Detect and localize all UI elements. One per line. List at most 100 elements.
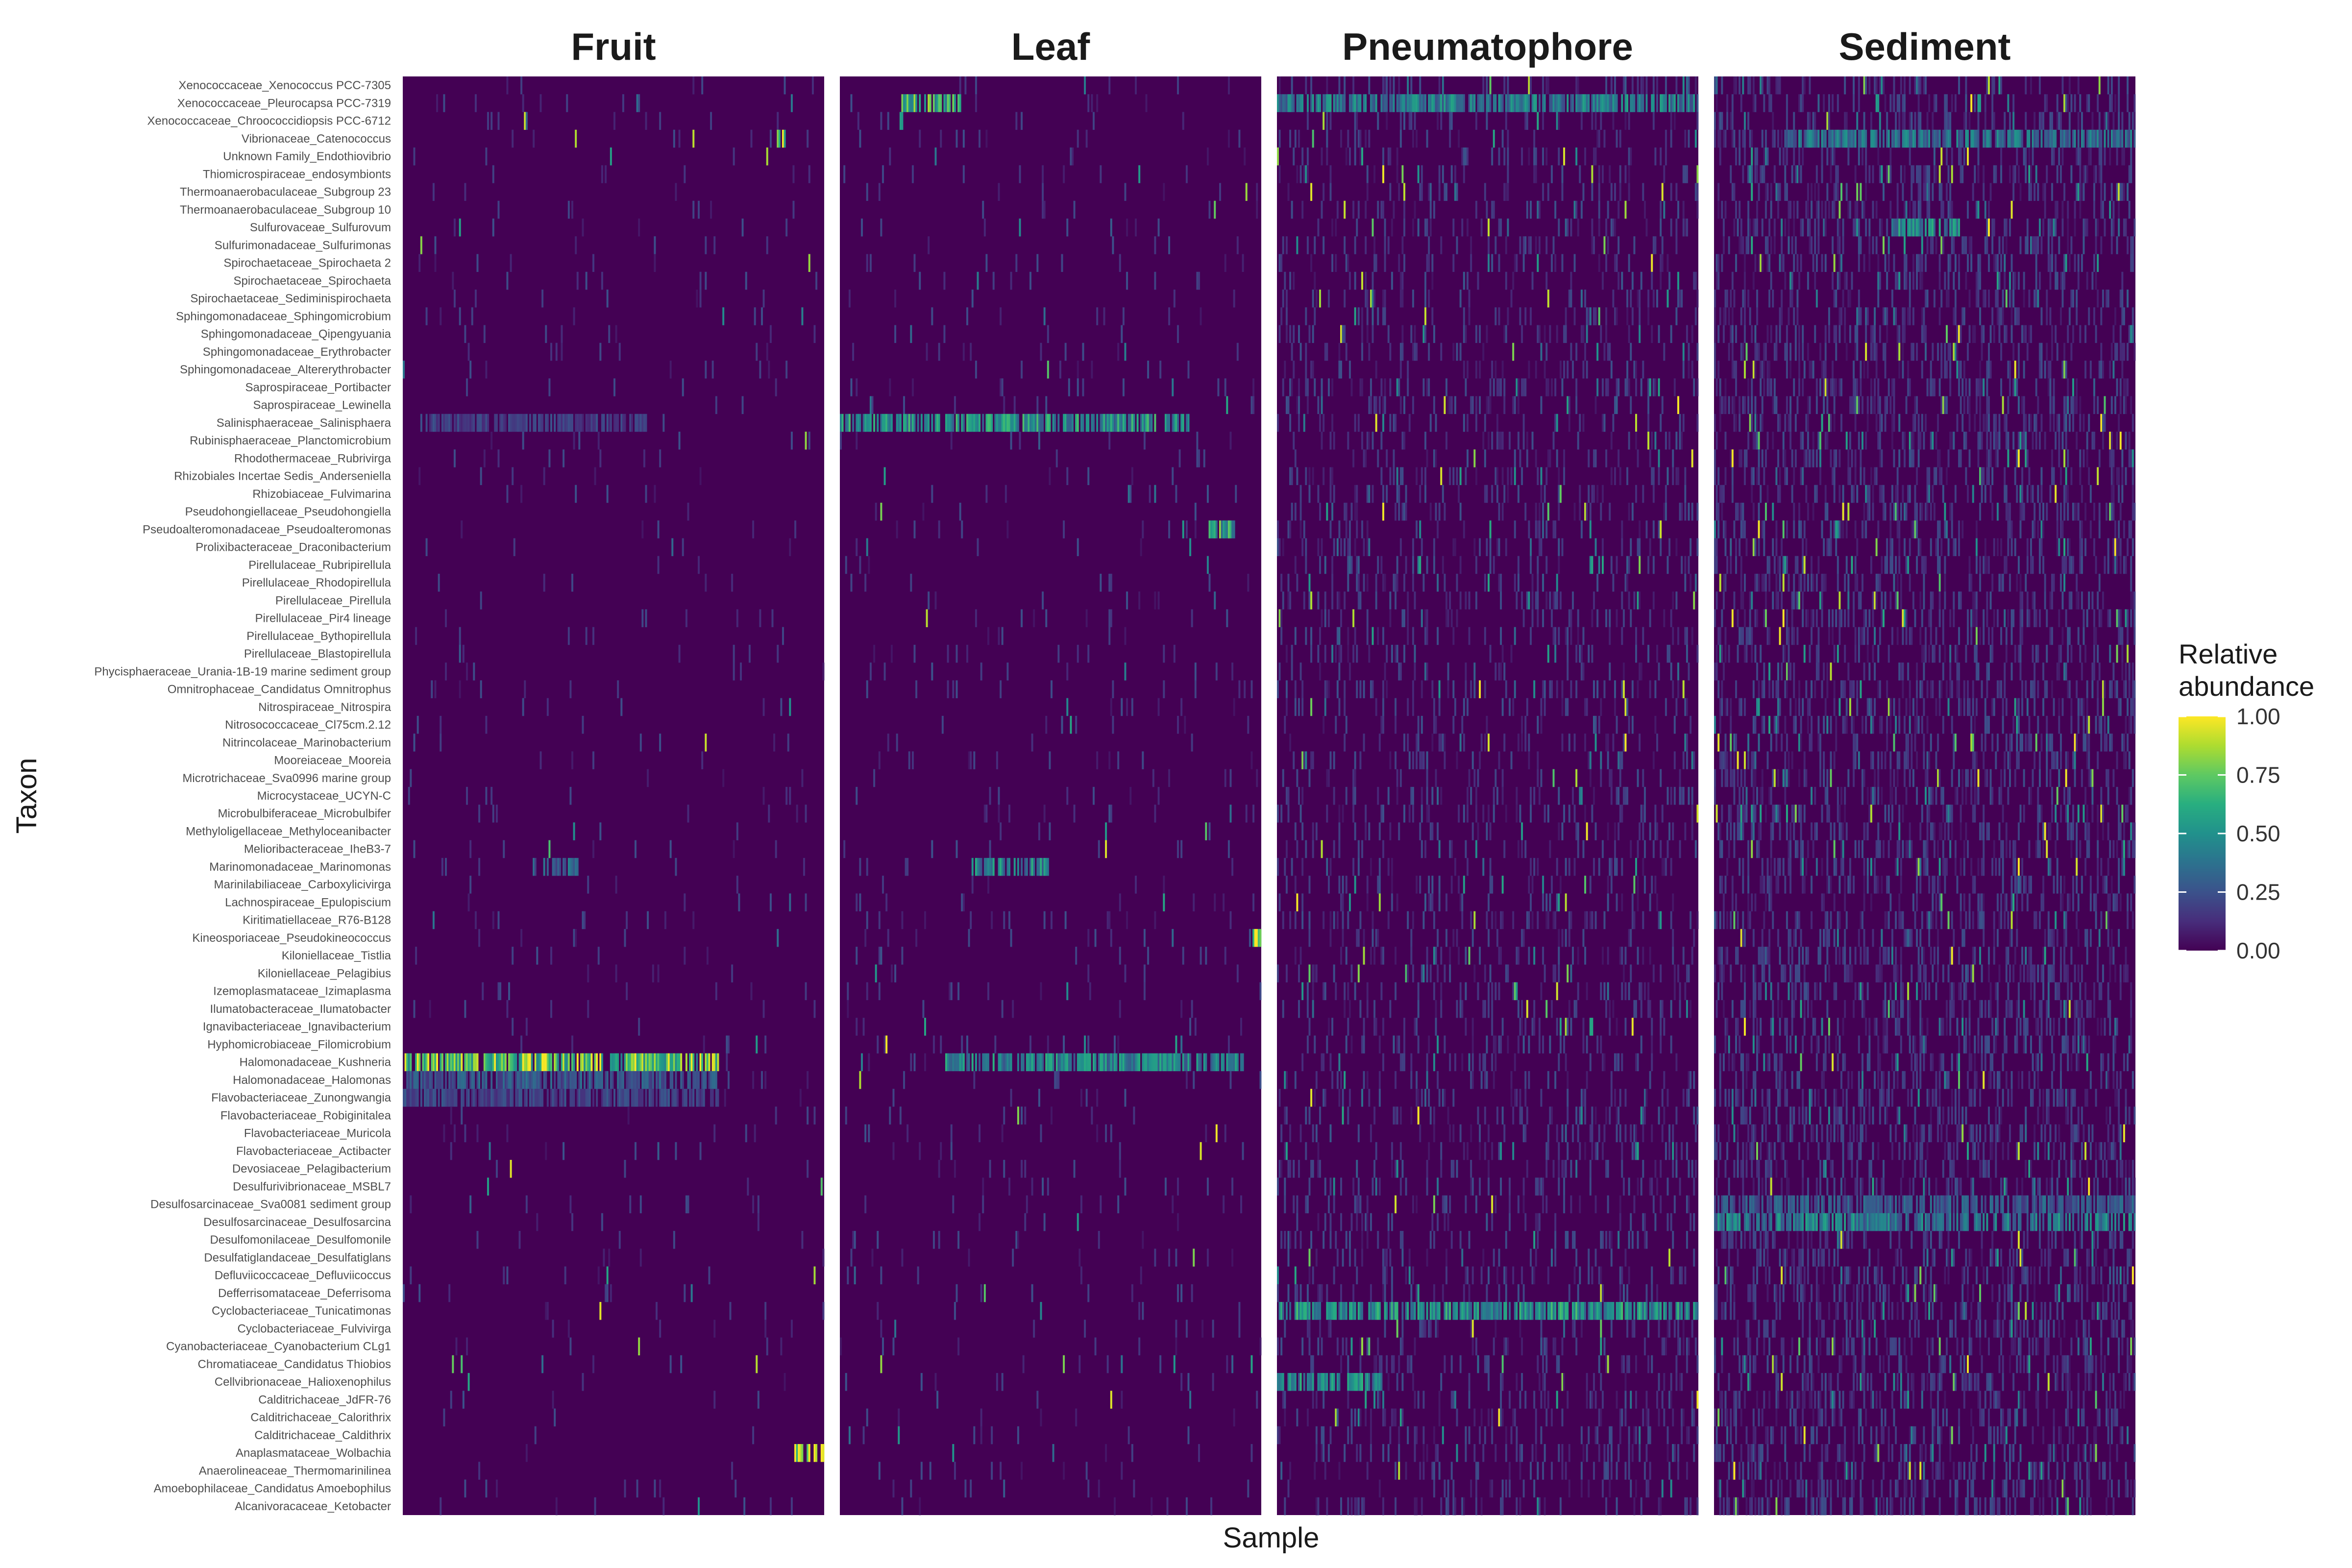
heatmap-cell xyxy=(1591,236,1593,254)
heatmap-cell xyxy=(1422,911,1425,930)
heatmap-cell xyxy=(1344,680,1346,698)
heatmap-cell xyxy=(1679,982,1681,1001)
heatmap-cell xyxy=(1494,911,1497,930)
heatmap-cell xyxy=(1277,964,1279,982)
heatmap-cell xyxy=(459,414,461,432)
heatmap-cell xyxy=(991,414,993,432)
heatmap-cell xyxy=(1340,325,1342,343)
heatmap-cell xyxy=(878,183,881,201)
heatmap-cell xyxy=(1456,1000,1458,1018)
heatmap-cell xyxy=(678,129,681,148)
heatmap-cell xyxy=(1289,467,1292,485)
heatmap-cell xyxy=(1416,520,1418,539)
heatmap-cell xyxy=(1001,1124,1004,1143)
heatmap-cell xyxy=(1621,1160,1623,1178)
heatmap-cell xyxy=(645,112,647,130)
heatmap-cell xyxy=(1282,236,1284,254)
heatmap-cell xyxy=(1380,200,1383,219)
heatmap-cell xyxy=(1670,662,1672,681)
heatmap-cell xyxy=(1426,254,1428,272)
heatmap-cell xyxy=(495,805,498,823)
heatmap-cell xyxy=(582,218,584,237)
heatmap-cell xyxy=(1329,520,1332,539)
heatmap-cell xyxy=(1588,449,1590,467)
heatmap-cell xyxy=(929,1462,931,1480)
heatmap-cell xyxy=(769,325,772,343)
heatmap-cell xyxy=(584,1089,586,1107)
heatmap-cell xyxy=(713,1071,716,1089)
heatmap-cell xyxy=(1245,183,1248,201)
heatmap-cell xyxy=(533,129,535,148)
heatmap-cell xyxy=(1285,964,1288,982)
heatmap-cell xyxy=(1010,1053,1012,1072)
heatmap-cell xyxy=(1386,680,1388,698)
heatmap-cell xyxy=(957,1231,960,1249)
heatmap-cell xyxy=(612,1053,614,1072)
heatmap-cell xyxy=(1387,325,1390,343)
heatmap-cell xyxy=(1628,1177,1630,1196)
heatmap-cell xyxy=(1223,1195,1225,1214)
heatmap-cell xyxy=(983,1284,986,1302)
heatmap-cell xyxy=(1580,325,1583,343)
heatmap-cell xyxy=(1517,556,1519,574)
heatmap-cell xyxy=(1635,1124,1637,1143)
heatmap-cell xyxy=(1326,1035,1328,1054)
heatmap-cell xyxy=(1507,147,1509,166)
heatmap-cell xyxy=(1421,165,1423,183)
heatmap-cell xyxy=(1514,449,1516,467)
heatmap-cell xyxy=(801,1231,804,1249)
heatmap-cell xyxy=(1287,520,1290,539)
heatmap-cell xyxy=(924,1018,926,1036)
heatmap-cell xyxy=(1584,94,1587,112)
heatmap-cell xyxy=(1428,1035,1430,1054)
heatmap-cell xyxy=(898,1408,900,1427)
heatmap-cell xyxy=(1136,414,1139,432)
heatmap-cell xyxy=(613,378,615,396)
heatmap-cell xyxy=(1660,769,1662,787)
heatmap-cell xyxy=(1096,1124,1099,1143)
heatmap-cell xyxy=(1672,94,1674,112)
heatmap-cell xyxy=(1545,147,1548,166)
heatmap-cell xyxy=(727,1035,730,1054)
heatmap-cell xyxy=(1691,947,1693,965)
heatmap-cell xyxy=(1588,644,1590,663)
heatmap-cell xyxy=(1526,200,1528,219)
heatmap-cell xyxy=(1003,1106,1005,1125)
heatmap-cell xyxy=(1528,1071,1530,1089)
heatmap-cell xyxy=(678,1053,681,1072)
heatmap-cell xyxy=(1486,911,1488,930)
heatmap-cell xyxy=(1488,573,1490,592)
heatmap-cell xyxy=(1677,271,1679,290)
heatmap-cell xyxy=(741,218,744,237)
heatmap-cell xyxy=(1675,76,1678,95)
heatmap-cell xyxy=(1182,1053,1184,1072)
heatmap-cell xyxy=(1305,378,1307,396)
heatmap-cell xyxy=(1338,520,1341,539)
heatmap-cell xyxy=(1446,183,1447,201)
heatmap-cell xyxy=(1422,325,1425,343)
heatmap-cell xyxy=(438,1089,440,1107)
heatmap-cell xyxy=(420,414,422,432)
heatmap-cell xyxy=(1542,609,1544,627)
heatmap-cell xyxy=(883,414,886,432)
heatmap-cell xyxy=(1609,1000,1611,1018)
heatmap-cell xyxy=(1670,911,1672,930)
heatmap-cell xyxy=(1401,467,1404,485)
heatmap-cell xyxy=(1484,183,1486,201)
heatmap-cell xyxy=(1133,1479,1135,1498)
heatmap-cell xyxy=(1370,1124,1372,1143)
heatmap-cell xyxy=(1412,1266,1414,1285)
heatmap-cell xyxy=(1665,858,1667,876)
heatmap-cell xyxy=(1395,502,1397,521)
heatmap-cell xyxy=(1524,715,1527,734)
heatmap-cell xyxy=(1085,1053,1088,1072)
heatmap-cell xyxy=(715,1089,717,1107)
heatmap-cell xyxy=(1538,236,1541,254)
heatmap-cell xyxy=(1591,805,1593,823)
heatmap-cell xyxy=(1675,183,1678,201)
heatmap-cell xyxy=(1021,858,1023,876)
heatmap-cell xyxy=(1584,876,1587,894)
heatmap-cell xyxy=(1544,964,1546,982)
heatmap-cell xyxy=(938,1231,940,1249)
heatmap-cell xyxy=(1289,94,1292,112)
